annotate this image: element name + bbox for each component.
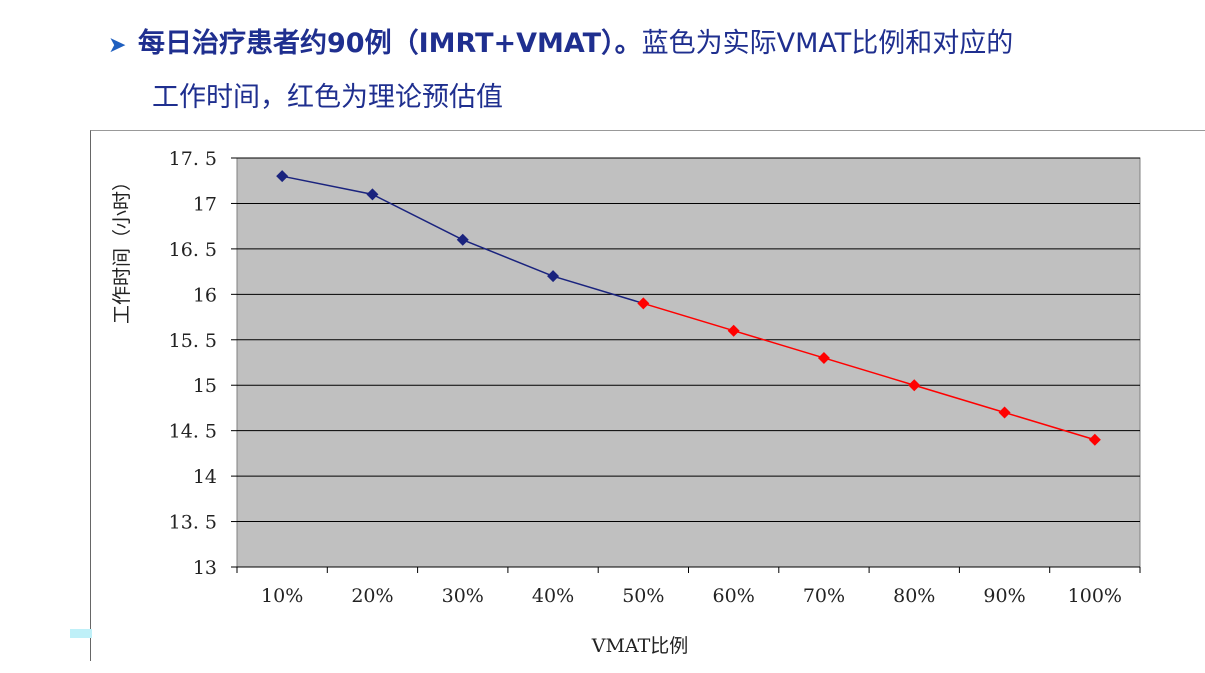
actual-data-point xyxy=(547,270,560,283)
estimated-data-point xyxy=(998,406,1011,419)
estimated-data-point xyxy=(727,324,740,337)
x-tick-label: 50% xyxy=(622,585,664,607)
x-tick-label: 10% xyxy=(261,585,303,607)
actual-data-point xyxy=(276,170,289,183)
x-tick-label: 80% xyxy=(893,585,935,607)
heading-bold: 每日治疗患者约90例（IMRT+VMAT）。 xyxy=(138,28,642,59)
x-tick-label: 20% xyxy=(351,585,393,607)
x-axis-label: VMAT比例 xyxy=(591,635,689,657)
estimated-series-line xyxy=(643,302,1096,441)
x-tick-label: 100% xyxy=(1068,585,1122,607)
y-tick-label: 13. 5 xyxy=(169,512,217,534)
heading-normal: 蓝色为实际VMAT比例和对应的 xyxy=(641,28,1014,59)
arrow-bullet-icon: ➤ xyxy=(108,33,127,58)
y-tick-label: 15 xyxy=(193,375,217,397)
x-tick-label: 30% xyxy=(442,585,484,607)
estimated-data-point xyxy=(637,297,650,310)
y-axis-label: 工作时间（小时） xyxy=(111,172,133,324)
x-tick-label: 70% xyxy=(803,585,845,607)
y-tick-label: 14 xyxy=(193,466,217,488)
chart-frame xyxy=(90,130,1205,661)
x-tick-label: 60% xyxy=(713,585,755,607)
y-tick-label: 17. 5 xyxy=(169,148,217,170)
x-tick-label: 90% xyxy=(983,585,1025,607)
estimated-data-point xyxy=(817,351,830,364)
y-tick-label: 17 xyxy=(193,193,217,215)
y-tick-label: 13 xyxy=(193,557,217,579)
decorative-mark xyxy=(70,629,92,638)
slide-heading: ➤ 每日治疗患者约90例（IMRT+VMAT）。蓝色为实际VMAT比例和对应的 工… xyxy=(108,18,1013,124)
heading-line2: 工作时间，红色为理论预估值 xyxy=(152,82,503,113)
estimated-data-point xyxy=(1088,433,1101,446)
actual-data-point xyxy=(456,233,469,246)
estimated-data-point xyxy=(908,379,921,392)
actual-data-point xyxy=(366,188,379,201)
y-tick-label: 15. 5 xyxy=(169,330,217,352)
y-tick-label: 16. 5 xyxy=(169,239,217,261)
x-tick-label: 40% xyxy=(532,585,574,607)
y-tick-label: 14. 5 xyxy=(169,421,217,443)
plot-area xyxy=(236,157,1141,568)
y-tick-label: 16 xyxy=(193,284,217,306)
